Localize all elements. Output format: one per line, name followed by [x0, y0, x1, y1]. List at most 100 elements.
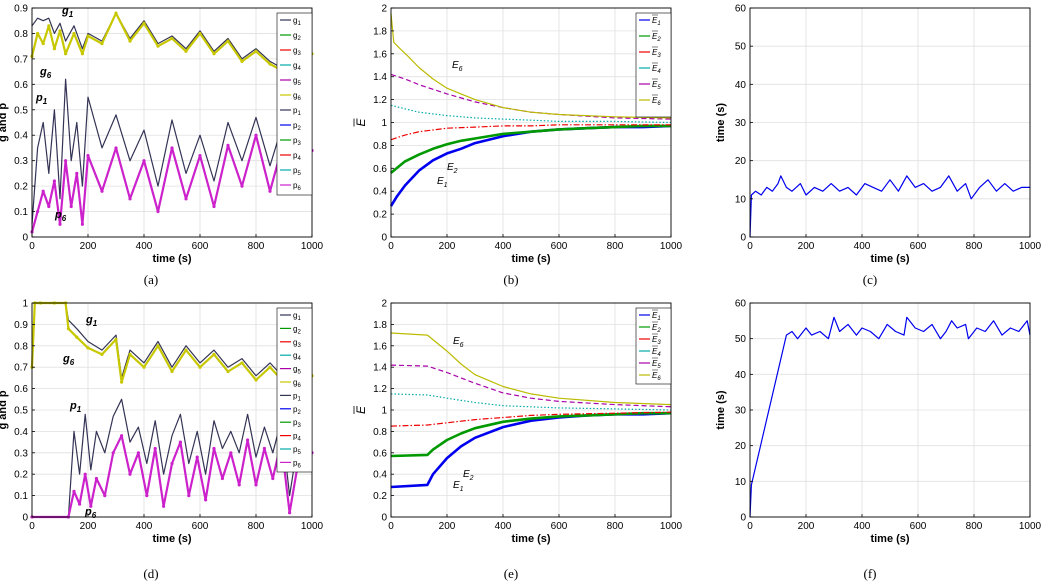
- tick-label-x: 0: [747, 521, 753, 532]
- tick-label-y: 1.4: [373, 363, 387, 374]
- tick-label-y: 0.6: [14, 384, 28, 395]
- series-E2: [390, 124, 671, 174]
- chart-b: 0 200 400 600 800 1000 0 0.2 0.4 0.6 0.8 1 1.2 1.4 1.6…: [353, 4, 683, 265]
- tick-label-x: 800: [607, 521, 624, 532]
- tick-label-y: 0.9: [14, 320, 28, 331]
- chart-d: 0 200 400 600 800 1000 0 0.1 0.2 0.3 0.4 0.5 0.6 0.7 0…: [0, 299, 324, 546]
- series-E6: [390, 332, 672, 406]
- tick-label-x: 600: [192, 241, 209, 252]
- annotation-p1: p1: [35, 92, 48, 106]
- chart-a: 0 200 400 600 800 1000 0 0.1 0.2 0.3 0.4 0.5 0.6 0.7 0…: [0, 4, 324, 266]
- point-p6: [254, 483, 258, 487]
- point-g6: [47, 24, 51, 28]
- x-axis-label: time (s): [870, 253, 909, 265]
- point-p6: [72, 489, 76, 493]
- point-p6: [229, 451, 233, 455]
- tick-label-y: 2: [381, 4, 387, 15]
- point-g6: [128, 352, 132, 356]
- point-p6: [220, 476, 224, 481]
- series-E4: [390, 393, 672, 411]
- legend-label: E1: [652, 16, 661, 27]
- series-g1: [31, 12, 313, 73]
- point-g6: [226, 369, 230, 374]
- point-p6: [94, 476, 98, 481]
- tick-label-y: 0: [740, 233, 746, 244]
- point-g6: [240, 361, 244, 365]
- tick-label-x: 200: [798, 521, 815, 532]
- annotation-p6: p6: [54, 209, 67, 223]
- point-p6: [170, 461, 174, 466]
- tick-label-y: 0.8: [373, 141, 387, 152]
- legend-label: p5: [293, 166, 301, 177]
- tick-label-y: 0.7: [14, 363, 28, 374]
- point-g6: [100, 42, 104, 46]
- legend-box: [276, 307, 313, 473]
- point-p6: [142, 159, 146, 163]
- point-g6: [36, 31, 40, 36]
- y-axis-label: time (s): [715, 103, 727, 142]
- point-g6: [170, 36, 174, 41]
- tick-label-x: 600: [910, 241, 927, 252]
- point-g6: [64, 52, 68, 56]
- point-p6: [120, 434, 124, 438]
- point-p6: [153, 446, 157, 451]
- y-axis-label: g and p: [0, 103, 9, 142]
- x-axis-label: time (s): [511, 533, 550, 545]
- point-p6: [204, 498, 208, 502]
- tick-label-x: 200: [80, 241, 97, 252]
- legend-label: p2: [293, 405, 301, 416]
- point-g6: [142, 365, 146, 369]
- tick-label-y: 0.2: [373, 210, 387, 221]
- legend-label: p2: [293, 121, 301, 132]
- point-p6: [47, 204, 51, 209]
- tick-label-y: 1.6: [373, 49, 387, 60]
- legend-label: g2: [293, 31, 301, 42]
- tick-label-x: 1000: [301, 241, 324, 252]
- legend-label: g3: [293, 46, 301, 57]
- tick-label-x: 600: [551, 241, 568, 252]
- point-p6: [288, 511, 292, 515]
- point-g6: [114, 11, 118, 15]
- tick-label-x: 800: [607, 241, 624, 252]
- series-E5: [390, 364, 672, 408]
- legend-label: E5: [652, 359, 661, 370]
- point-g6: [72, 31, 76, 36]
- caption-a: (a): [143, 272, 159, 287]
- tick-label-y: 0.8: [14, 29, 28, 40]
- tick-label-x: 400: [136, 521, 153, 532]
- point-p6: [36, 209, 40, 214]
- point-g6: [254, 378, 258, 382]
- caption-d: (d): [143, 566, 159, 581]
- tick-label-x: 800: [248, 241, 265, 252]
- tick-label-x: 0: [388, 241, 394, 252]
- legend-label: E3: [652, 335, 661, 346]
- point-p6: [156, 209, 160, 214]
- tick-label-y: 60: [735, 299, 747, 310]
- point-p6: [178, 440, 182, 444]
- legend-label: p3: [293, 418, 301, 429]
- legend-label: E4: [652, 347, 661, 358]
- point-p6: [41, 189, 45, 193]
- point-p6: [100, 189, 104, 193]
- tick-label-x: 400: [495, 241, 512, 252]
- tick-label-x: 400: [136, 241, 153, 252]
- tick-label-y: 40: [735, 370, 747, 381]
- point-g6: [240, 59, 244, 64]
- tick-label-x: 400: [495, 521, 512, 532]
- point-p6: [237, 483, 241, 487]
- annotation-g1: g1: [85, 314, 98, 328]
- caption-f: (f): [863, 566, 877, 581]
- tick-label-y: 50: [735, 42, 747, 53]
- point-p6: [128, 197, 132, 201]
- tick-label-y: 30: [735, 118, 747, 129]
- point-p6: [111, 451, 115, 455]
- legend-label: E2: [652, 32, 661, 43]
- annotation-E2: E2: [447, 162, 458, 175]
- tick-label-x: 400: [854, 241, 871, 252]
- point-g6: [226, 39, 230, 43]
- annotation-E6: E6: [452, 60, 463, 73]
- tick-label-x: 600: [551, 521, 568, 532]
- tick-label-y: 10: [735, 477, 747, 488]
- y-axis-label: time (s): [715, 390, 727, 429]
- tick-label-y: 0.8: [14, 341, 28, 352]
